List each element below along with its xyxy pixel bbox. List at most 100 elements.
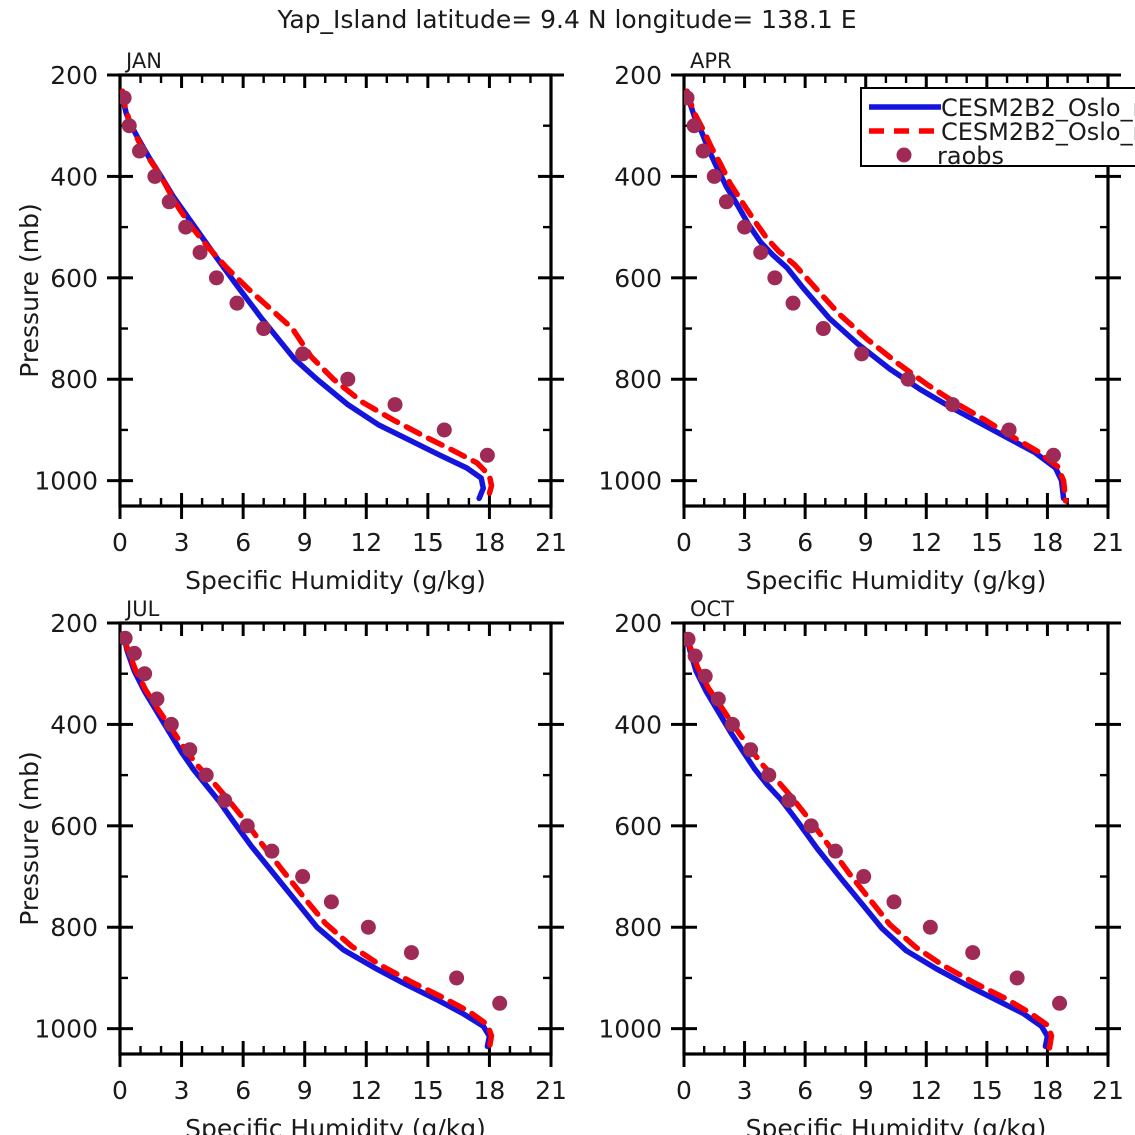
raobs-marker	[182, 742, 198, 758]
figure-title: Yap_Island latitude= 9.4 N longitude= 13…	[276, 5, 856, 34]
x-tick-label: 0	[676, 1076, 692, 1105]
model-line-solid	[121, 634, 493, 1050]
raobs-marker	[147, 168, 163, 184]
plot-frame	[682, 621, 1110, 1056]
x-tick-label: 3	[737, 528, 753, 557]
raobs-marker	[198, 767, 214, 783]
x-axis-label: Specific Humidity (g/kg)	[746, 566, 1047, 595]
panel-jan: 0 3 6 9 12 15 18 21 200 400 600 800 1000 Pressure (mb…	[15, 49, 567, 595]
y-tick-label: 400	[50, 710, 98, 739]
raobs-marker	[449, 970, 465, 986]
model-line-dashed	[121, 634, 495, 1051]
y-tick-label: 1000	[598, 1015, 662, 1044]
legend-label: CESM2B2_Oslo_n	[941, 118, 1135, 146]
y-tick-label: 800	[614, 913, 662, 942]
y-axis-label: Pressure (mb)	[15, 751, 44, 925]
raobs-marker	[387, 397, 403, 413]
panel-jul: 0 3 6 9 12 15 18 21 200 400 600 800 1000 Pressure (mb…	[15, 597, 567, 1135]
x-tick-label: 3	[737, 1076, 753, 1105]
legend-label: raobs	[937, 142, 1004, 170]
y-tick-label: 1000	[34, 467, 98, 496]
raobs-marker	[479, 447, 495, 463]
x-tick-label: 18	[1032, 528, 1064, 557]
x-tick-label: 15	[971, 528, 1003, 557]
raobs-marker	[137, 666, 153, 682]
raobs-marker	[1045, 447, 1061, 463]
raobs-marker	[785, 295, 801, 311]
y-tick-label: 800	[50, 913, 98, 942]
raobs-marker	[697, 668, 713, 684]
raobs-marker	[922, 919, 938, 935]
x-tick-label: 6	[797, 528, 813, 557]
x-tick-label: 15	[412, 528, 444, 557]
raobs-marker	[492, 995, 508, 1011]
raobs-marker	[743, 742, 759, 758]
raobs-marker	[686, 118, 702, 134]
raobs-marker	[295, 869, 311, 885]
x-tick-label: 15	[412, 1076, 444, 1105]
panel-label-jul: JUL	[124, 597, 160, 621]
raobs-marker	[121, 118, 137, 134]
panel-label-oct: OCT	[690, 597, 734, 621]
plot-frame	[118, 621, 553, 1056]
raobs-marker	[815, 321, 831, 337]
plot-frame	[118, 73, 553, 508]
raobs-marker	[684, 631, 696, 647]
model-line-dashed	[120, 88, 495, 504]
raobs-marker	[239, 818, 255, 834]
raobs-marker	[695, 143, 711, 159]
x-tick-label: 18	[474, 528, 506, 557]
model-line-dashed	[684, 634, 1055, 1051]
y-tick-label: 200	[614, 609, 662, 638]
y-tick-label: 600	[50, 812, 98, 841]
model-line-solid	[120, 88, 487, 502]
x-tick-label: 18	[1032, 1076, 1064, 1105]
x-tick-label: 12	[350, 1076, 382, 1105]
y-tick-label: 400	[614, 710, 662, 739]
plot-frame	[682, 73, 1110, 508]
raobs-marker	[264, 843, 280, 859]
x-tick-label: 3	[174, 528, 190, 557]
raobs-marker	[761, 767, 777, 783]
panel-apr: 0 3 6 9 12 15 18 21 200 400 600 800 1000 Specific Hum…	[598, 49, 1124, 595]
raobs-marker	[724, 716, 740, 732]
model-line-solid	[684, 634, 1051, 1050]
raobs-marker	[192, 244, 208, 260]
raobs-marker	[753, 244, 769, 260]
y-tick-label: 600	[614, 812, 662, 841]
raobs-marker	[163, 716, 179, 732]
x-tick-label: 21	[535, 528, 567, 557]
x-tick-label: 9	[858, 1076, 874, 1105]
x-tick-label: 6	[797, 1076, 813, 1105]
raobs-marker	[208, 270, 224, 286]
series-layer	[684, 631, 1068, 1051]
x-tick-label: 18	[474, 1076, 506, 1105]
x-tick-label: 0	[112, 1076, 128, 1105]
x-tick-label: 6	[235, 1076, 251, 1105]
raobs-marker	[803, 818, 819, 834]
raobs-marker	[710, 691, 726, 707]
raobs-marker	[886, 894, 902, 910]
x-tick-label: 9	[297, 1076, 313, 1105]
y-tick-label: 600	[614, 264, 662, 293]
x-tick-label: 3	[174, 1076, 190, 1105]
series-layer	[120, 88, 495, 504]
raobs-marker	[436, 422, 452, 438]
raobs-marker	[767, 270, 783, 286]
panel-oct: 0 3 6 9 12 15 18 21 200 400 600 800 1000 Specific Hum…	[598, 597, 1124, 1135]
y-tick-label: 200	[50, 609, 98, 638]
x-tick-label: 21	[535, 1076, 567, 1105]
x-tick-label: 9	[297, 528, 313, 557]
x-tick-label: 21	[1092, 1076, 1124, 1105]
x-axis-label: Specific Humidity (g/kg)	[185, 1114, 486, 1135]
series-layer	[684, 88, 1069, 504]
raobs-marker	[340, 371, 356, 387]
raobs-marker	[323, 894, 339, 910]
y-tick-label: 200	[50, 61, 98, 90]
raobs-marker	[217, 792, 233, 808]
raobs-marker	[684, 90, 695, 106]
x-tick-label: 12	[910, 528, 942, 557]
model-line-dashed	[684, 88, 1069, 504]
